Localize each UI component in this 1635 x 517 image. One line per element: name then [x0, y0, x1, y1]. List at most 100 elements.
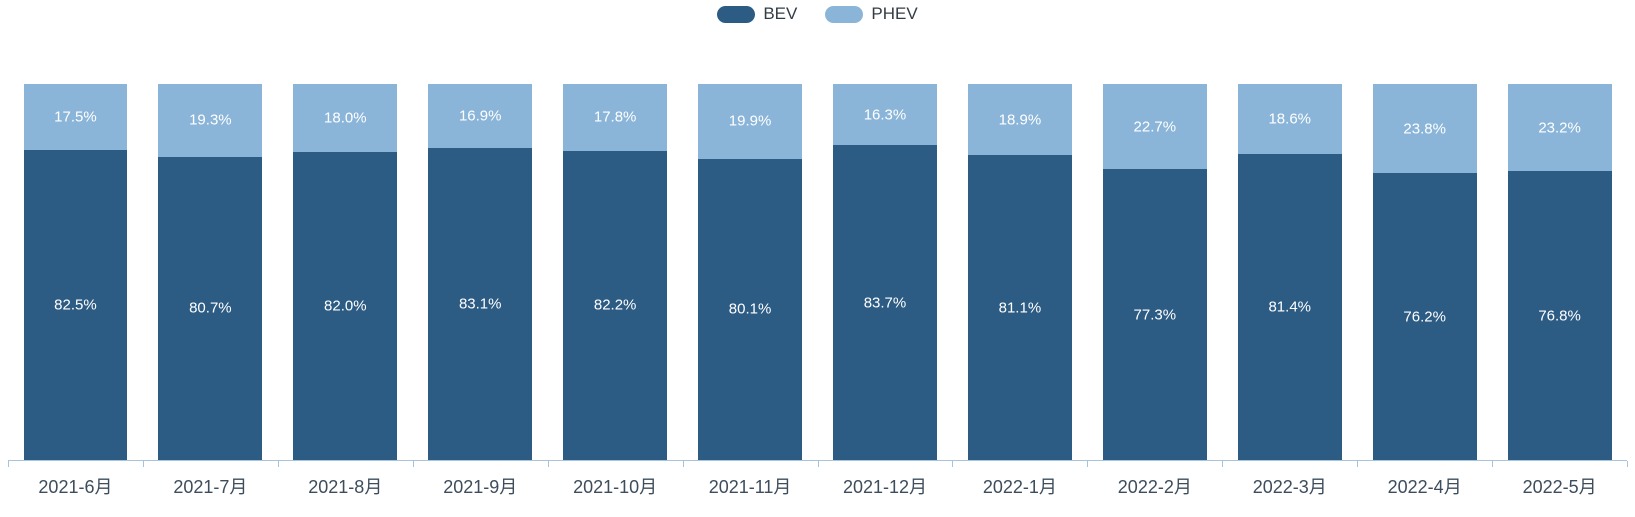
bar-segment-bev[interactable]: 77.3%	[1102, 169, 1207, 460]
stacked-bar: 19.9% 80.1%	[698, 84, 802, 460]
bar-segment-phev[interactable]: 19.9%	[698, 84, 802, 159]
stacked-bar: 18.6% 81.4%	[1237, 84, 1342, 460]
x-axis-label: 2021-8月	[308, 477, 383, 497]
bar-value-label-phev: 23.2%	[1538, 119, 1581, 137]
x-axis-tick	[817, 461, 819, 467]
bar-value-label-bev: 82.0%	[324, 297, 367, 315]
stacked-bar: 19.3% 80.7%	[158, 84, 263, 460]
stacked-bar: 23.2% 76.8%	[1507, 84, 1612, 460]
x-axis-label: 2022-4月	[1387, 477, 1462, 497]
legend-item-phev[interactable]: PHEV	[825, 4, 918, 24]
bar-segment-bev[interactable]: 83.7%	[833, 145, 937, 460]
x-axis-tick	[682, 461, 684, 467]
x-axis-label: 2021-10月	[573, 477, 658, 497]
x-axis-label: 2021-9月	[443, 477, 518, 497]
stacked-bar: 16.9% 83.1%	[428, 84, 533, 460]
stacked-bar: 18.0% 82.0%	[293, 84, 398, 460]
x-axis-tick	[1087, 461, 1089, 467]
bar-segment-phev[interactable]: 22.7%	[1102, 84, 1207, 170]
bar-value-label-bev: 83.1%	[458, 295, 502, 313]
x-axis-tick	[412, 461, 414, 467]
bar-segment-phev[interactable]: 23.8%	[1372, 84, 1477, 174]
stacked-bar: 16.3% 83.7%	[833, 84, 937, 460]
x-axis-labels: 2021-6月 2021-7月 2021-8月 2021-9月 2021-10月 2021…	[8, 473, 1627, 499]
bar-slot: 23.2% 76.8%	[1492, 84, 1627, 460]
x-axis-label: 2021-6月	[38, 477, 113, 497]
bar-segment-phev[interactable]: 18.6%	[1237, 84, 1342, 154]
bar-segment-bev[interactable]: 76.8%	[1507, 171, 1612, 460]
x-axis-label: 2022-5月	[1522, 477, 1597, 497]
bar-value-label-phev: 18.9%	[998, 111, 1042, 129]
x-axis-line	[8, 460, 1627, 461]
bar-segment-bev[interactable]: 82.2%	[563, 150, 668, 460]
bar-segment-phev[interactable]: 18.0%	[293, 84, 398, 152]
stacked-bar: 17.5% 82.5%	[23, 84, 128, 460]
x-axis-tick	[277, 461, 279, 467]
bar-segment-bev[interactable]: 81.1%	[967, 155, 1072, 460]
bar-value-label-bev: 81.1%	[998, 299, 1042, 317]
bar-segment-phev[interactable]: 16.3%	[833, 84, 937, 146]
bar-value-label-bev: 83.7%	[863, 294, 907, 312]
bar-segment-phev[interactable]: 19.3%	[158, 84, 263, 157]
x-axis-tick	[142, 461, 144, 467]
bar-segment-bev[interactable]: 82.5%	[23, 149, 128, 460]
bar-slot: 23.8% 76.2%	[1357, 84, 1492, 460]
x-axis-label: 2022-2月	[1117, 477, 1192, 497]
x-axis-label: 2021-11月	[708, 477, 792, 497]
bar-segment-bev[interactable]: 81.4%	[1237, 153, 1342, 460]
x-axis-label: 2021-12月	[842, 477, 928, 497]
stacked-bar: 18.9% 81.1%	[967, 84, 1072, 460]
legend-item-bev[interactable]: BEV	[717, 4, 797, 24]
bar-value-label-phev: 18.0%	[324, 109, 367, 127]
bar-slot: 16.3% 83.7%	[818, 84, 953, 460]
bar-slot: 18.6% 81.4%	[1222, 84, 1357, 460]
phev-legend-swatch-icon	[825, 5, 864, 23]
x-axis-tick	[1627, 461, 1628, 467]
bar-segment-bev[interactable]: 76.2%	[1372, 173, 1477, 460]
bar-slot: 16.9% 83.1%	[413, 84, 548, 460]
bar-value-label-phev: 17.5%	[54, 108, 97, 126]
bev-legend-swatch-icon	[717, 5, 756, 23]
bar-value-label-bev: 82.5%	[54, 296, 97, 314]
bar-value-label-bev: 80.7%	[189, 299, 232, 317]
bar-slot: 17.5% 82.5%	[8, 84, 143, 460]
x-axis-tick	[547, 461, 549, 467]
bar-segment-bev[interactable]: 80.1%	[698, 158, 802, 460]
bar-slot: 19.9% 80.1%	[683, 84, 818, 460]
bar-value-label-phev: 16.3%	[863, 106, 907, 124]
bar-segment-bev[interactable]: 83.1%	[428, 147, 533, 460]
bar-segment-phev[interactable]: 18.9%	[967, 84, 1072, 156]
stacked-bar: 23.8% 76.2%	[1372, 84, 1477, 460]
bar-slot: 19.3% 80.7%	[143, 84, 278, 460]
bar-value-label-phev: 19.3%	[189, 111, 232, 129]
bar-segment-phev[interactable]: 16.9%	[428, 84, 533, 148]
x-axis-label: 2021-7月	[173, 477, 248, 497]
bar-value-label-phev: 23.8%	[1403, 120, 1446, 138]
bar-slot: 18.0% 82.0%	[278, 84, 413, 460]
bar-segment-bev[interactable]: 80.7%	[158, 156, 263, 460]
bar-value-label-phev: 22.7%	[1133, 118, 1177, 136]
bar-segment-phev[interactable]: 17.8%	[563, 84, 668, 151]
x-axis-tick	[1492, 461, 1494, 467]
x-axis-tick	[8, 461, 9, 467]
x-axis-ticks	[8, 461, 1628, 467]
chart-legend: BEV PHEV	[0, 4, 1635, 24]
x-axis-label: 2022-1月	[982, 477, 1057, 497]
bar-value-label-bev: 76.8%	[1538, 307, 1581, 325]
bar-segment-phev[interactable]: 17.5%	[23, 84, 128, 150]
legend-label-bev: BEV	[763, 4, 798, 23]
bar-segment-bev[interactable]: 82.0%	[293, 151, 398, 460]
bar-segment-phev[interactable]: 23.2%	[1507, 84, 1612, 172]
legend-label-phev: PHEV	[871, 4, 918, 23]
x-axis-tick	[1222, 461, 1224, 467]
bar-value-label-bev: 81.4%	[1268, 298, 1312, 316]
x-axis-label: 2022-3月	[1252, 477, 1327, 497]
stacked-bar: 17.8% 82.2%	[563, 84, 668, 460]
bar-value-label-bev: 76.2%	[1403, 308, 1446, 326]
bar-value-label-bev: 77.3%	[1133, 306, 1177, 324]
stacked-bar: 22.7% 77.3%	[1102, 84, 1207, 460]
bar-value-label-phev: 17.8%	[593, 108, 637, 126]
bar-value-label-bev: 80.1%	[728, 300, 772, 318]
bar-slot: 22.7% 77.3%	[1087, 84, 1222, 460]
